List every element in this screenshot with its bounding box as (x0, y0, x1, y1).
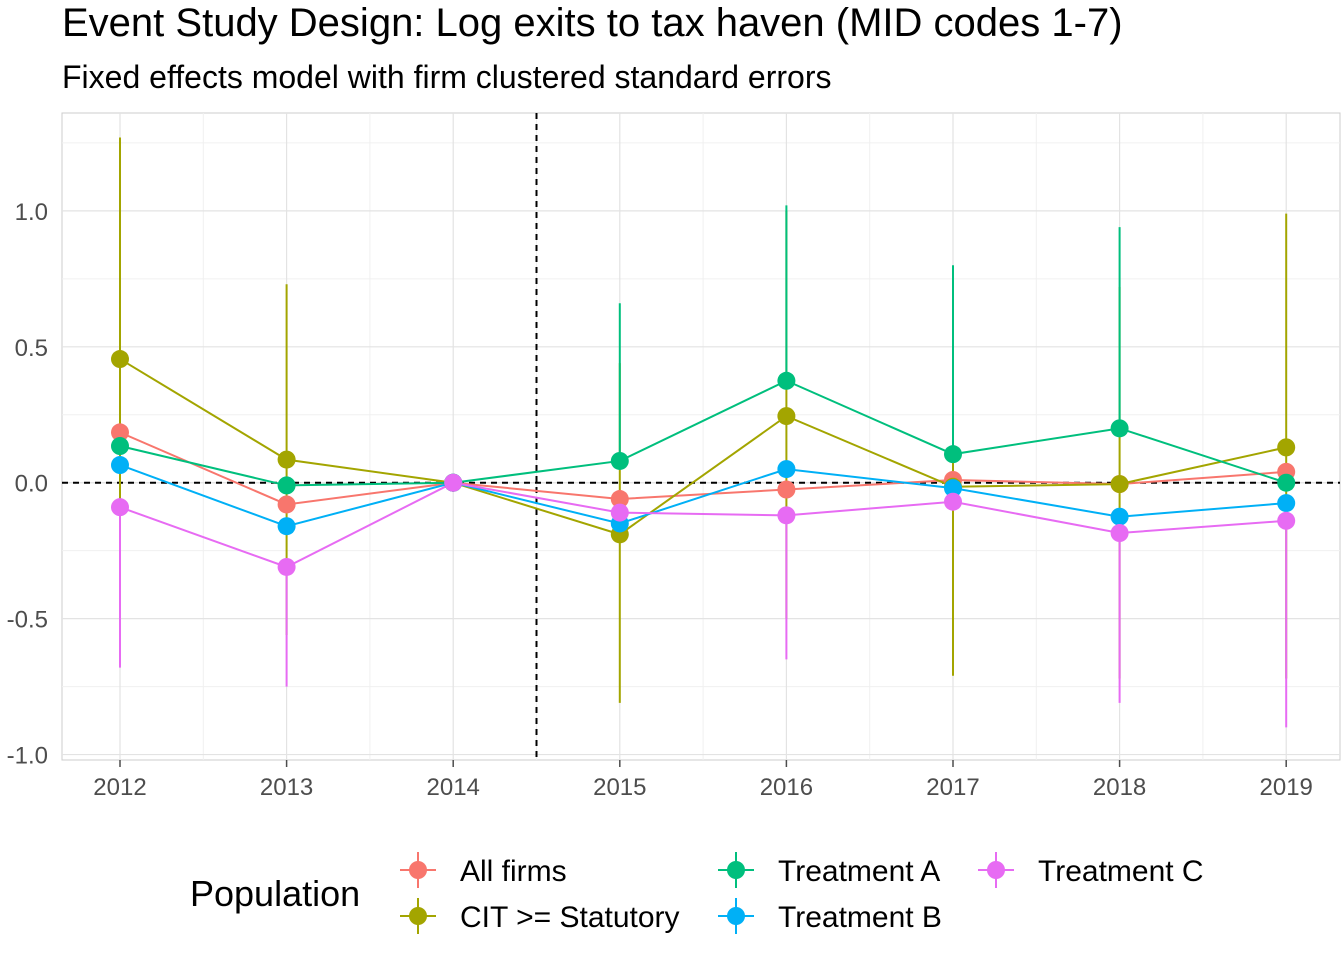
chart-subtitle: Fixed effects model with firm clustered … (62, 59, 831, 95)
data-point (1110, 524, 1129, 543)
data-point (1277, 473, 1296, 492)
series-line (119, 358, 1287, 536)
data-point (1277, 494, 1296, 513)
legend-key-point (987, 861, 1005, 879)
data-point (111, 498, 129, 517)
data-point (1277, 438, 1296, 457)
data-point (1110, 419, 1129, 438)
grid-minor (62, 113, 1340, 760)
legend-key-point (727, 861, 745, 879)
data-point (111, 350, 129, 369)
data-point (944, 492, 962, 511)
data-point (777, 480, 796, 499)
data-point (277, 517, 296, 536)
legend-key-point (409, 907, 427, 925)
data-point (610, 451, 629, 470)
x-tick-label: 2017 (926, 774, 979, 801)
data-point (277, 557, 296, 576)
y-axis: -1.0 -0.5 0.0 0.5 1.0 (7, 199, 48, 770)
data-point (444, 473, 463, 492)
legend-label: CIT >= Statutory (460, 901, 680, 934)
series-line (119, 379, 1287, 487)
chart-title: Event Study Design: Log exits to tax hav… (62, 1, 1123, 45)
legend-label: Treatment C (1038, 855, 1204, 888)
data-point (277, 495, 296, 514)
data-point (1110, 507, 1129, 526)
y-tick-label: 1.0 (15, 199, 48, 226)
y-tick-label: 0.0 (15, 471, 48, 498)
legend-label: All firms (460, 855, 567, 888)
y-tick-label: -0.5 (7, 607, 48, 634)
data-point (277, 450, 296, 469)
x-tick-label: 2014 (427, 774, 480, 801)
data-point (610, 503, 629, 522)
panel-border (61, 112, 1341, 761)
legend-items: All firms CIT >= Statutory Treatment A Trea… (400, 852, 1204, 934)
legend: Population All firms CIT >= Statutory Trea… (190, 852, 1204, 934)
data-point (777, 460, 796, 479)
x-tick-label: 2018 (1093, 774, 1146, 801)
data-point (944, 445, 962, 464)
x-tick-label: 2019 (1260, 774, 1313, 801)
x-tick-label: 2013 (260, 774, 313, 801)
legend-key-point (727, 907, 745, 925)
x-tick-label: 2016 (760, 774, 813, 801)
data-point (1277, 511, 1296, 530)
series-line (119, 481, 1287, 569)
data-point (777, 506, 796, 525)
plot-panel (61, 112, 1341, 761)
data-point (111, 456, 129, 475)
data-point (111, 437, 129, 456)
y-tick-label: -1.0 (7, 743, 48, 770)
legend-key-point (409, 861, 427, 879)
x-tick-label: 2012 (93, 774, 146, 801)
y-tick-label: 0.5 (15, 335, 48, 362)
grid-major (62, 113, 1340, 760)
series-line (119, 464, 1287, 528)
legend-label: Treatment A (778, 855, 940, 888)
x-tick-label: 2015 (593, 774, 646, 801)
legend-label: Treatment B (778, 901, 942, 934)
reference-lines (62, 113, 1340, 760)
legend-title: Population (190, 873, 360, 914)
data-point (777, 407, 796, 426)
data-point (777, 371, 796, 390)
data-point (944, 479, 962, 498)
series-lines (119, 358, 1287, 569)
data-point (111, 423, 129, 442)
data-point (610, 490, 629, 509)
series-line (119, 431, 1287, 506)
data-point (277, 476, 296, 495)
x-axis: 2012 2013 2014 2015 2016 2017 2018 2019 (93, 760, 1313, 801)
data-points (111, 350, 1296, 576)
data-point (1110, 475, 1129, 494)
